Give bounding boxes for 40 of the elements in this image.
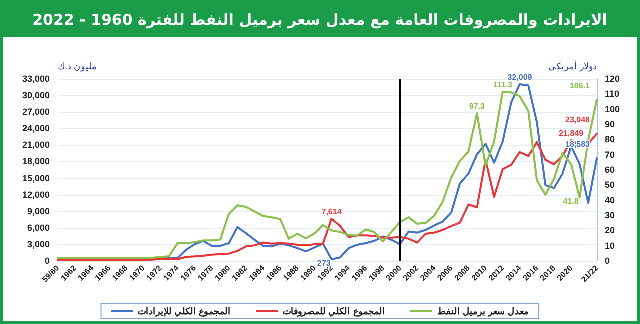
data-label: 21,849 xyxy=(559,129,584,138)
y-tick-label: 33,000 xyxy=(22,74,50,84)
y-tick-label: 6,000 xyxy=(27,222,50,233)
y2-tick-label: 10 xyxy=(605,240,616,251)
y2-tick-label: 100 xyxy=(605,104,620,114)
data-label: 7,614 xyxy=(322,208,342,217)
data-label: 41.8 xyxy=(563,197,580,206)
y2-tick-label: 120 xyxy=(605,74,620,84)
data-label: 32,009 xyxy=(508,72,533,82)
y-tick-label: 3,000 xyxy=(27,239,50,250)
y2-tick-label: 30 xyxy=(605,210,616,220)
data-label: 106.1 xyxy=(570,82,591,91)
y-tick-label: 9,000 xyxy=(27,206,50,216)
data-label: 23,048 xyxy=(566,115,591,124)
y-axis-title: مليون د.ك xyxy=(58,62,98,72)
y-tick-label: 15,000 xyxy=(22,173,50,184)
y2-tick-label: 20 xyxy=(605,226,616,236)
data-label: 273 xyxy=(317,258,332,268)
y2-tick-label: 60 xyxy=(605,165,616,175)
y2-tick-label: 0 xyxy=(605,256,610,266)
y2-tick-label: 80 xyxy=(605,134,616,145)
chart-title: الايرادات والمصروفات العامة مع معدل سعر برميل النفط للفترة 1960 - 2022 xyxy=(3,3,637,37)
legend-label: المجموع الكلي للمصروفات xyxy=(283,306,386,318)
y2-tick-label: 50 xyxy=(605,180,616,190)
y2-tick-label: 90 xyxy=(605,120,616,130)
y-tick-label: 30,000 xyxy=(22,90,50,101)
y2-tick-label: 110 xyxy=(605,89,620,100)
y2-tick-label: 40 xyxy=(605,195,616,206)
y2-tick-label: 70 xyxy=(605,150,616,160)
y-tick-label: 27,000 xyxy=(22,107,50,118)
legend-label: المجموع الكلي للإيرادات xyxy=(138,306,232,318)
y-tick-label: 21,000 xyxy=(22,140,50,150)
data-label: 111.3 xyxy=(493,80,514,90)
y-tick-label: 12,000 xyxy=(22,190,50,200)
y2-axis-title: دولار أمريكي xyxy=(548,60,597,72)
y-tick-label: 18,000 xyxy=(22,156,50,167)
y-tick-label: 0 xyxy=(44,256,50,266)
data-label: 97.3 xyxy=(469,102,486,111)
legend-label: معدل سعر برميل النفط xyxy=(437,306,529,318)
y-tick-label: 24,000 xyxy=(22,124,50,134)
